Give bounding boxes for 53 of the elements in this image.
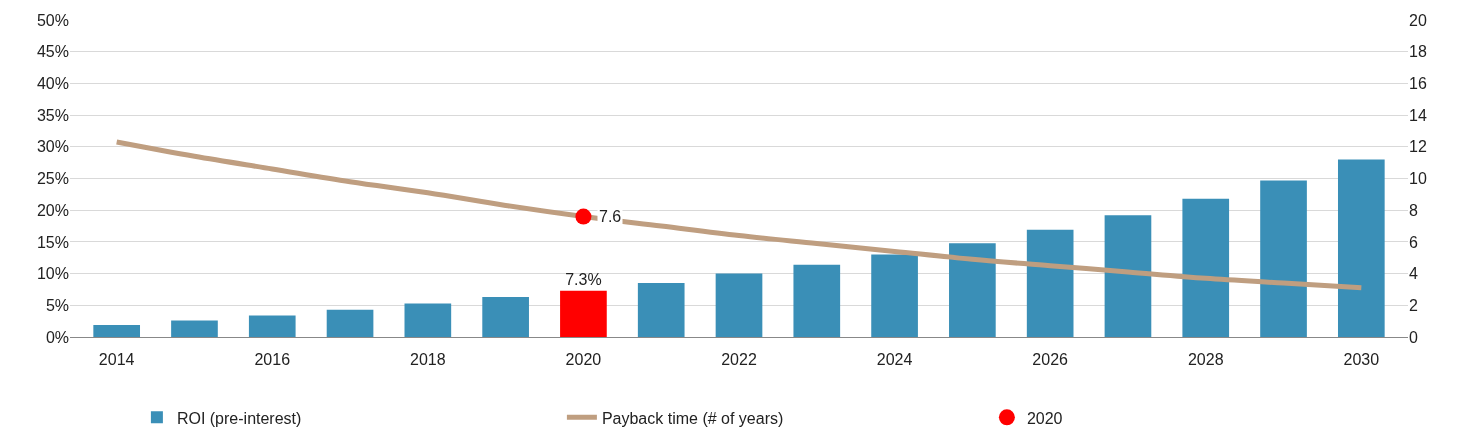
y-tick-label: 20% — [36, 201, 69, 219]
bar — [1104, 215, 1152, 337]
bar — [560, 290, 607, 337]
bar — [637, 283, 685, 337]
bar — [93, 324, 141, 337]
y2-tick-label: 14 — [1409, 106, 1427, 124]
bar — [1337, 159, 1385, 337]
bar — [793, 264, 841, 337]
bar — [1260, 180, 1307, 337]
bar — [482, 297, 529, 337]
y-tick-label: 40% — [36, 75, 69, 92]
legend-label: ROI (pre-interest) — [176, 409, 302, 427]
bar — [171, 320, 218, 337]
bar — [326, 309, 374, 337]
x-tick-label: 2018 — [410, 351, 446, 369]
y2-tick-label: 18 — [1409, 43, 1427, 61]
x-tick-label: 2030 — [1343, 351, 1380, 369]
x-tick-label: 2014 — [98, 351, 135, 369]
bar — [1182, 198, 1230, 337]
y2-tick-label: 12 — [1409, 138, 1427, 156]
y-tick-label: 35% — [36, 106, 69, 124]
y2-tick-label: 10 — [1409, 170, 1427, 188]
x-tick-label: 2020 — [565, 351, 602, 369]
y-tick-label: 10% — [36, 265, 69, 283]
y-tick-label: 0% — [45, 328, 69, 346]
y2-tick-label: 2 — [1409, 296, 1418, 314]
legend-label: 2020 — [1026, 409, 1063, 427]
bar — [715, 273, 763, 337]
x-tick-label: 2022 — [721, 351, 757, 369]
bar — [248, 315, 296, 337]
x-tick-label: 2016 — [254, 351, 291, 369]
x-tick-label: 2028 — [1187, 351, 1224, 369]
data-label: 7.3% — [565, 270, 602, 288]
x-tick-label: 2024 — [876, 351, 913, 369]
bar — [404, 303, 452, 337]
bar — [949, 243, 996, 337]
y2-tick-label: 4 — [1409, 265, 1418, 283]
bar — [871, 254, 918, 337]
y-tick-label: 30% — [36, 138, 69, 156]
y2-tick-label: 20 — [1409, 11, 1427, 29]
y-tick-label: 45% — [36, 43, 69, 61]
y-tick-label: 5% — [45, 296, 69, 314]
y2-tick-label: 6 — [1409, 233, 1418, 251]
y-tick-label: 15% — [36, 233, 69, 251]
y-tick-label: 50% — [36, 11, 69, 29]
y2-tick-label: 16 — [1409, 75, 1427, 92]
data-label: 7.6 — [599, 208, 622, 225]
y2-tick-label: 8 — [1409, 201, 1418, 219]
y-tick-label: 25% — [36, 170, 69, 188]
x-tick-label: 2026 — [1032, 351, 1069, 369]
legend-label: Payback time (# of years) — [601, 409, 784, 427]
y2-tick-label: 0 — [1409, 328, 1418, 346]
bar — [1026, 229, 1074, 337]
